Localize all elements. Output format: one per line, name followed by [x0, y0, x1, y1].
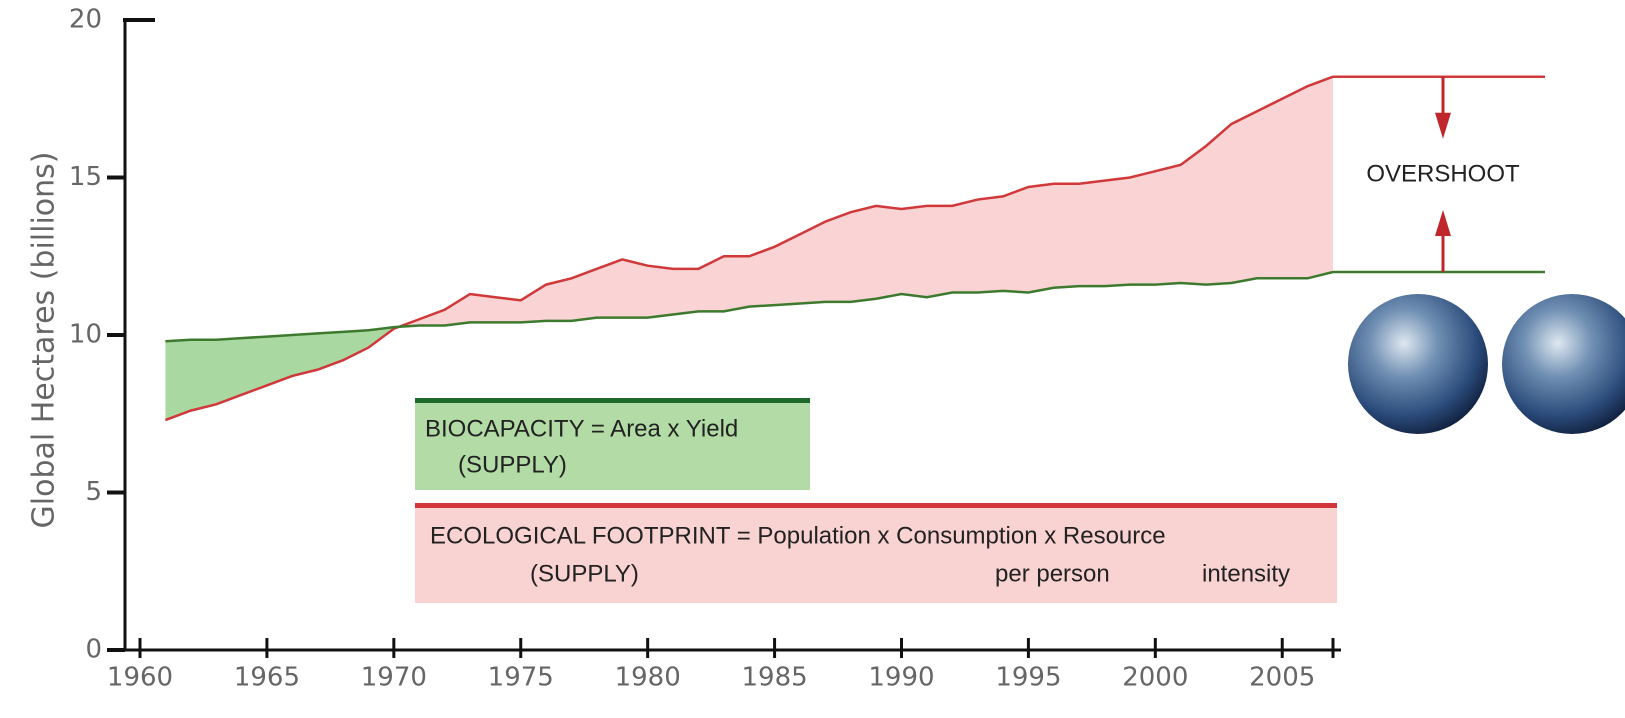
x-tick-label: 1970: [361, 663, 427, 693]
annotation: intensity: [1202, 560, 1290, 587]
x-tick-label: 1965: [234, 663, 300, 693]
x-tick-label: 1995: [995, 663, 1061, 693]
arrowhead: [1435, 112, 1451, 139]
footprint-box: [415, 505, 1337, 603]
y-tick-label: 5: [85, 477, 102, 507]
earth-image: [1348, 294, 1488, 434]
y-tick-label: 20: [69, 5, 102, 35]
x-tick-label: 2005: [1249, 663, 1315, 693]
x-tick-label: 1985: [741, 663, 807, 693]
arrowhead: [1435, 210, 1451, 236]
x-tick-label: 1960: [107, 663, 173, 693]
box-border: [415, 398, 810, 403]
annotation: per person: [995, 560, 1110, 587]
series-line: [164, 75, 1334, 422]
x-tick-label: 2000: [1122, 663, 1188, 693]
annotation: BIOCAPACITY = Area x Yield: [425, 415, 738, 442]
annotation: (SUPPLY): [458, 451, 567, 478]
x-tick-label: 1990: [868, 663, 934, 693]
x-tick-label: 1975: [488, 663, 554, 693]
y-tick-label: 10: [69, 320, 102, 350]
y-tick-label: 15: [69, 162, 102, 192]
annotation: ECOLOGICAL FOOTPRINT = Population x Cons…: [430, 522, 1166, 549]
y-axis-label: Global Hectares (billions): [27, 152, 62, 529]
box-border: [415, 503, 1337, 508]
overshoot-area: [165, 76, 1333, 342]
earth-image: [1502, 294, 1625, 434]
x-tick-label: 1980: [615, 663, 681, 693]
annotation: (SUPPLY): [530, 560, 639, 587]
biocapacity-box: [415, 400, 810, 490]
series-line: [165, 270, 1334, 343]
annotation: OVERSHOOT: [1366, 160, 1520, 187]
y-tick-label: 0: [85, 635, 102, 665]
